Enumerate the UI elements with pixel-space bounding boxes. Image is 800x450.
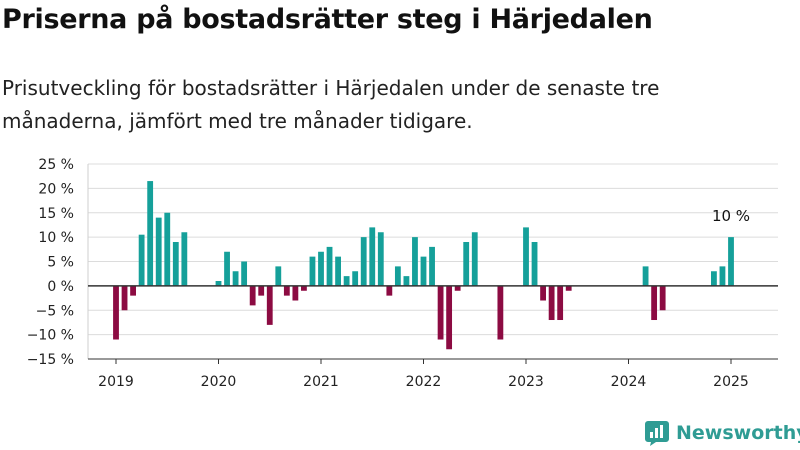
bar — [275, 266, 282, 286]
bar — [386, 285, 393, 296]
y-tick-label: 0 % — [47, 279, 74, 295]
bar — [232, 271, 239, 286]
bar — [463, 242, 470, 286]
bar — [335, 256, 341, 286]
x-tick-label: 2020 — [201, 374, 237, 390]
y-tick-label: 25 % — [38, 157, 74, 173]
bar — [138, 234, 145, 286]
bar — [403, 276, 410, 286]
bar — [266, 285, 273, 325]
bar — [343, 276, 350, 286]
bar — [360, 237, 367, 286]
bar — [377, 232, 384, 286]
bar — [326, 246, 333, 286]
bar — [471, 232, 478, 286]
bar — [352, 271, 359, 286]
bar — [429, 246, 435, 286]
y-tick-label: 15 % — [38, 206, 74, 222]
bar — [369, 227, 376, 286]
bar — [454, 285, 461, 291]
bar — [318, 251, 324, 286]
bar — [181, 232, 188, 286]
bar — [540, 285, 546, 301]
bar — [557, 285, 564, 321]
chart-title: Priserna på bostadsrätter steg i Härjeda… — [2, 4, 653, 35]
bar — [130, 285, 136, 296]
y-tick-label: −5 % — [36, 303, 74, 319]
bar — [651, 285, 658, 321]
bar — [446, 285, 453, 350]
bar — [420, 256, 427, 286]
bar — [147, 181, 154, 286]
logo-text: Newsworthy — [676, 422, 800, 444]
bar-chart-icon — [645, 421, 669, 446]
y-tick-label: 20 % — [38, 181, 74, 197]
bar — [309, 256, 316, 286]
bar — [437, 285, 444, 340]
bar — [728, 237, 734, 286]
y-tick-label: −15 % — [27, 352, 74, 368]
newsworthy-logo[interactable]: Newsworthy — [644, 419, 800, 447]
bar — [711, 271, 717, 286]
x-tick-label: 2024 — [611, 374, 647, 390]
x-tick-label: 2022 — [406, 374, 442, 390]
bar — [531, 242, 538, 286]
y-tick-label: 10 % — [38, 230, 74, 246]
bar — [412, 237, 418, 286]
bar — [113, 285, 119, 340]
bar — [301, 285, 307, 291]
bar — [642, 266, 649, 286]
bar — [394, 266, 401, 286]
bar — [659, 285, 666, 311]
bar — [497, 285, 504, 340]
bar — [548, 285, 555, 321]
bar — [224, 251, 230, 286]
bar — [249, 285, 256, 306]
chart-subtitle: Prisutveckling för bostadsrätter i Härje… — [2, 76, 660, 133]
bar — [164, 212, 171, 286]
x-tick-label: 2025 — [713, 374, 749, 390]
bar — [283, 285, 290, 296]
bar — [172, 242, 179, 286]
bar — [565, 285, 572, 291]
x-tick-label: 2021 — [303, 374, 339, 390]
y-tick-label: 5 % — [47, 255, 74, 271]
bar — [241, 261, 248, 286]
bar — [719, 266, 726, 286]
bar — [155, 217, 162, 286]
y-tick-label: −10 % — [27, 328, 74, 344]
bar — [215, 281, 222, 286]
bar — [258, 285, 265, 296]
bar — [292, 285, 299, 301]
x-tick-label: 2023 — [508, 374, 544, 390]
bar — [121, 285, 128, 311]
bar — [523, 227, 529, 286]
data-label: 10 % — [712, 207, 750, 225]
x-tick-label: 2019 — [98, 374, 134, 390]
